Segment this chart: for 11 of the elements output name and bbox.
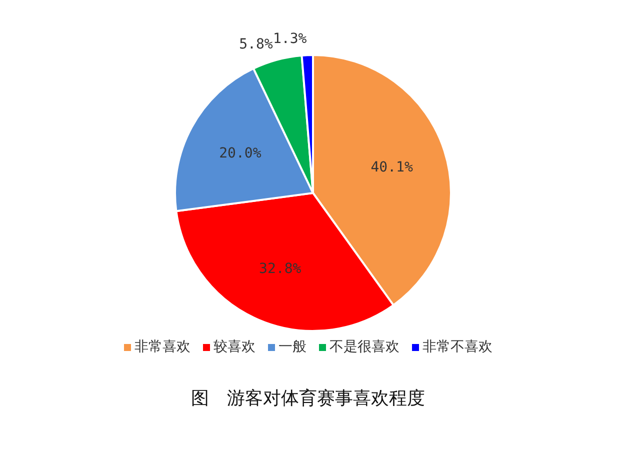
legend-label: 较喜欢	[212, 338, 256, 356]
data-label: 5.8%	[239, 36, 274, 52]
data-label: 40.1%	[370, 160, 414, 176]
data-label: 1.3%	[272, 31, 308, 48]
legend-label: 一般	[278, 338, 306, 356]
legend-label: 不是很喜欢	[328, 338, 400, 356]
data-label: 32.8%	[259, 260, 302, 277]
legend-label: 非常不喜欢	[422, 338, 492, 356]
text: 图 游客对体育赛事喜欢程度	[190, 387, 426, 410]
legend-label: 非常喜欢	[134, 338, 190, 356]
data-label: 20.0%	[219, 146, 262, 162]
